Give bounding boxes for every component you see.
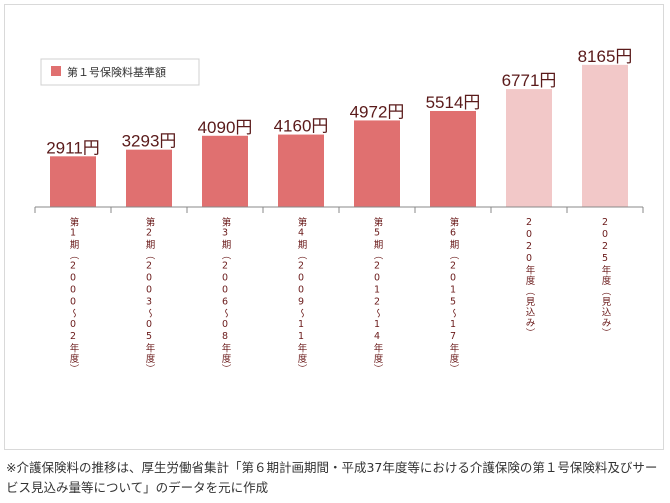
- category-label: 2020年度（見込み）: [524, 217, 536, 339]
- bar-value-label: 5514円: [426, 93, 481, 112]
- bar-value-label: 8165円: [578, 47, 633, 66]
- category-label: 第1期（2000～02年度）: [68, 216, 80, 374]
- bar-value-label: 2911円: [46, 138, 100, 157]
- category-label: 2025年度（見込み）: [600, 217, 612, 339]
- category-label: 第5期（2012～14年度）: [372, 216, 384, 374]
- legend-label: 第１号保険料基準額: [67, 65, 166, 79]
- bar-value-label: 4160円: [274, 117, 329, 136]
- footnote: ※介護保険料の推移は、厚生労働省集計「第６期計画期間・平成37年度等における介護…: [6, 460, 658, 495]
- bar-chart: 第１号保険料基準額 2911円 3293円 4090円 4160円 4972円 5514円…: [34, 47, 644, 375]
- bar-5: [354, 120, 400, 207]
- bar-7: [506, 89, 552, 207]
- value-labels: 2911円 3293円 4090円 4160円 4972円 5514円 6771円 8165円: [46, 47, 632, 157]
- x-ticks: [34, 207, 644, 213]
- category-label: 第2期（2003～05年度）: [144, 216, 156, 374]
- bar-4: [278, 134, 324, 207]
- bar-3: [202, 135, 248, 207]
- category-label: 第3期（2006～08年度）: [220, 216, 232, 374]
- bar-6: [430, 110, 476, 207]
- category-label: 第6期（2015～17年度）: [448, 216, 460, 374]
- bar-2: [126, 149, 172, 207]
- bars: [50, 64, 628, 207]
- category-label: 第4期（2009～11年度）: [296, 216, 308, 374]
- category-labels: 第1期（2000～02年度） 第2期（2003～05年度） 第3期（2006～08年…: [68, 216, 612, 374]
- bar-value-label: 6771円: [502, 71, 557, 90]
- bar-value-label: 4972円: [350, 102, 405, 121]
- bar-1: [50, 156, 96, 207]
- legend: 第１号保険料基準額: [40, 58, 200, 86]
- chart-frame: 第１号保険料基準額 2911円 3293円 4090円 4160円 4972円 5514円…: [4, 4, 664, 450]
- bar-value-label: 3293円: [122, 132, 177, 151]
- legend-swatch: [51, 66, 61, 76]
- bar-value-label: 4090円: [198, 118, 253, 137]
- bar-8: [582, 64, 628, 207]
